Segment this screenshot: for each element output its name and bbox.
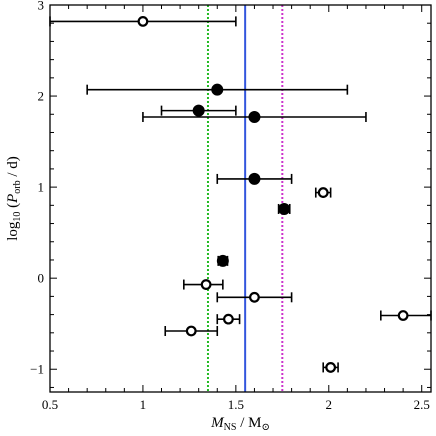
filled-marker [248, 111, 261, 124]
x-tick-label: 2 [326, 397, 333, 412]
open-marker [249, 291, 260, 303]
filled-marker [211, 83, 224, 96]
data-point-group [216, 291, 293, 303]
data-point-group [183, 279, 224, 290]
data-point-group [380, 310, 432, 321]
open-marker [397, 310, 409, 321]
x-tick-label: 1.5 [228, 397, 244, 412]
data-point-group [142, 111, 367, 124]
data-point-group [164, 325, 219, 337]
plot-frame [49, 4, 432, 393]
y-tick-label: 0 [38, 271, 45, 286]
x-tick-label: 1 [140, 397, 147, 412]
data-point-group [322, 362, 339, 373]
filled-marker [216, 254, 229, 267]
filled-marker [192, 104, 205, 117]
open-marker [325, 362, 337, 373]
y-tick-label: 3 [38, 0, 45, 13]
reference-lines [206, 5, 284, 392]
data-point-group [216, 172, 293, 185]
data-point-group [216, 313, 241, 325]
axis-ticks: 0.5 1 1.5 2 2.5 −1 0 1 2 3 [30, 0, 431, 412]
x-axis-label: MNS / M⊙ [210, 415, 270, 433]
y-tick-label: 1 [38, 180, 45, 195]
open-marker [185, 325, 197, 337]
open-marker [223, 313, 234, 325]
open-marker [317, 187, 329, 198]
data-point-group [216, 254, 229, 267]
filled-marker [278, 202, 291, 215]
open-marker [200, 279, 212, 290]
y-tick-label: −1 [30, 362, 44, 377]
data-point-group [160, 104, 237, 117]
data-point-group [314, 187, 332, 198]
filled-marker [248, 172, 261, 185]
y-axis-label: log10 (Porb / d) [5, 156, 23, 241]
data-points [49, 15, 432, 373]
x-tick-label: 2.5 [414, 397, 430, 412]
y-tick-label: 2 [38, 89, 45, 104]
x-tick-label: 0.5 [42, 397, 58, 412]
open-marker [137, 15, 149, 27]
data-point-group [277, 202, 291, 215]
data-point-group [86, 83, 349, 96]
